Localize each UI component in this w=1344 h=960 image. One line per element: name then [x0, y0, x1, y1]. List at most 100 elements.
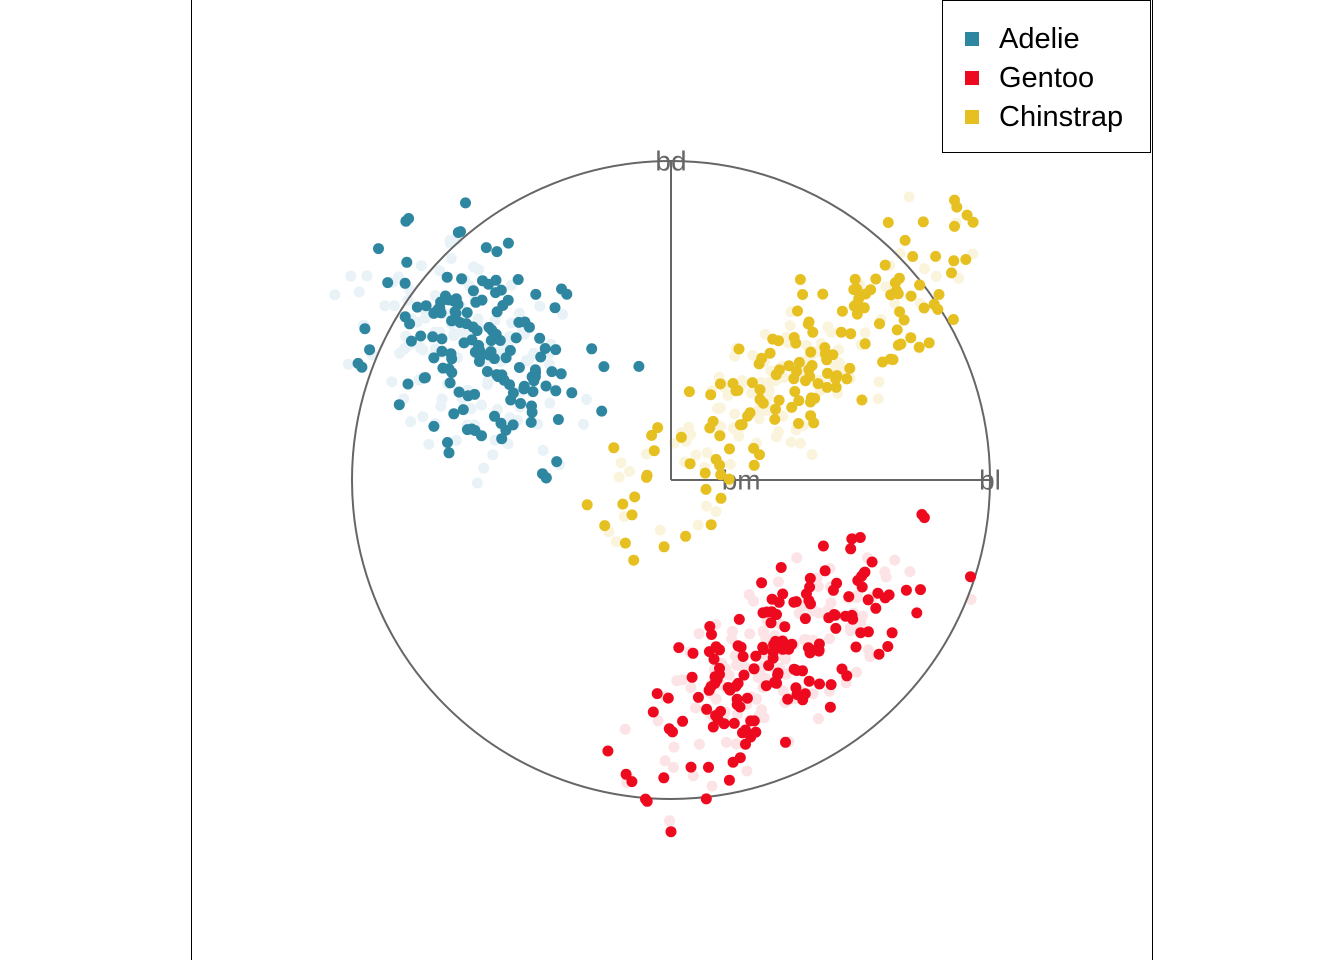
faded-point-adelie [478, 462, 490, 474]
point-gentoo [731, 693, 743, 705]
point-adelie [441, 271, 453, 283]
faded-point-chinstrap [825, 326, 837, 338]
point-adelie [436, 345, 448, 357]
faded-point-chinstrap [613, 471, 625, 483]
point-adelie [428, 307, 440, 319]
point-gentoo [647, 706, 659, 718]
point-gentoo [658, 772, 670, 784]
point-adelie [504, 379, 516, 391]
faded-point-chinstrap [880, 281, 892, 293]
faded-point-chinstrap [930, 270, 942, 282]
faded-point-gentoo [730, 738, 742, 750]
faded-point-adelie [415, 260, 427, 272]
faded-point-gentoo [727, 625, 738, 637]
point-gentoo [662, 692, 674, 704]
point-gentoo [843, 591, 855, 603]
faded-point-chinstrap [773, 426, 784, 438]
point-gentoo [711, 673, 723, 685]
point-chinstrap [789, 386, 801, 397]
point-adelie [502, 294, 514, 306]
point-gentoo [845, 543, 857, 555]
point-chinstrap [892, 288, 904, 300]
point-chinstrap [652, 422, 664, 434]
legend-swatch-adelie [965, 32, 979, 46]
point-gentoo [686, 671, 698, 683]
point-gentoo [814, 678, 825, 690]
faded-point-gentoo [904, 566, 916, 578]
point-gentoo [841, 670, 853, 682]
point-adelie [490, 328, 502, 340]
point-gentoo [854, 532, 866, 543]
faded-point-gentoo [741, 765, 753, 777]
faded-point-adelie [353, 286, 365, 298]
point-gentoo [687, 647, 699, 659]
point-adelie [467, 321, 479, 333]
faded-point-chinstrap [701, 447, 713, 459]
faded-point-gentoo [706, 780, 718, 792]
point-gentoo [602, 745, 614, 757]
faded-point-chinstrap [873, 376, 885, 388]
point-adelie [473, 340, 485, 351]
faded-point-adelie [436, 393, 448, 405]
faded-point-adelie [468, 261, 480, 273]
faded-point-gentoo [690, 702, 701, 714]
faded-point-gentoo [693, 628, 705, 640]
point-gentoo [883, 589, 895, 601]
faded-point-adelie [487, 449, 499, 461]
point-adelie [496, 433, 508, 445]
axis-label-bl: bl [979, 465, 1001, 496]
faded-point-chinstrap [729, 408, 741, 420]
faded-point-gentoo [748, 595, 759, 607]
faded-point-gentoo [772, 576, 784, 588]
point-adelie [420, 300, 432, 312]
point-chinstrap [753, 358, 765, 370]
point-adelie [466, 423, 478, 435]
point-gentoo [707, 721, 719, 733]
point-adelie [491, 306, 503, 318]
faded-point-gentoo [879, 566, 891, 578]
point-gentoo [882, 641, 894, 652]
point-adelie [540, 472, 552, 484]
faded-point-adelie [434, 265, 446, 277]
point-chinstrap [849, 273, 861, 285]
point-adelie [489, 410, 500, 422]
point-chinstrap [797, 289, 809, 300]
faded-point-gentoo [664, 815, 675, 827]
point-chinstrap [949, 220, 960, 232]
point-chinstrap [905, 290, 917, 302]
point-adelie [586, 343, 598, 355]
point-adelie [483, 321, 495, 333]
point-chinstrap [845, 328, 857, 340]
point-chinstrap [723, 473, 735, 485]
point-adelie [399, 277, 411, 289]
point-adelie [419, 372, 431, 384]
point-chinstrap [619, 537, 631, 549]
point-adelie [399, 311, 411, 323]
point-gentoo [886, 627, 898, 639]
faded-point-gentoo [671, 675, 683, 687]
faded-point-adelie [471, 477, 483, 489]
legend-label-gentoo: Gentoo [999, 61, 1095, 94]
point-chinstrap [704, 422, 716, 434]
point-chinstrap [705, 519, 717, 531]
point-chinstrap [641, 469, 653, 481]
faded-point-gentoo [685, 682, 697, 694]
point-chinstrap [791, 365, 803, 377]
faded-point-gentoo [729, 650, 741, 662]
legend-label-adelie: Adelie [999, 22, 1080, 55]
point-chinstrap [773, 394, 785, 406]
point-adelie [373, 243, 384, 255]
point-gentoo [740, 724, 751, 736]
faded-point-chinstrap [685, 429, 697, 440]
faded-point-adelie [456, 326, 468, 338]
point-chinstrap [894, 306, 906, 318]
point-gentoo [862, 626, 874, 638]
faded-point-adelie [417, 411, 429, 423]
point-chinstrap [734, 419, 746, 431]
point-chinstrap [835, 326, 847, 338]
point-chinstrap [831, 370, 843, 382]
point-gentoo [870, 602, 882, 614]
point-chinstrap [836, 305, 848, 317]
point-chinstrap [905, 332, 917, 344]
point-gentoo [769, 676, 781, 688]
